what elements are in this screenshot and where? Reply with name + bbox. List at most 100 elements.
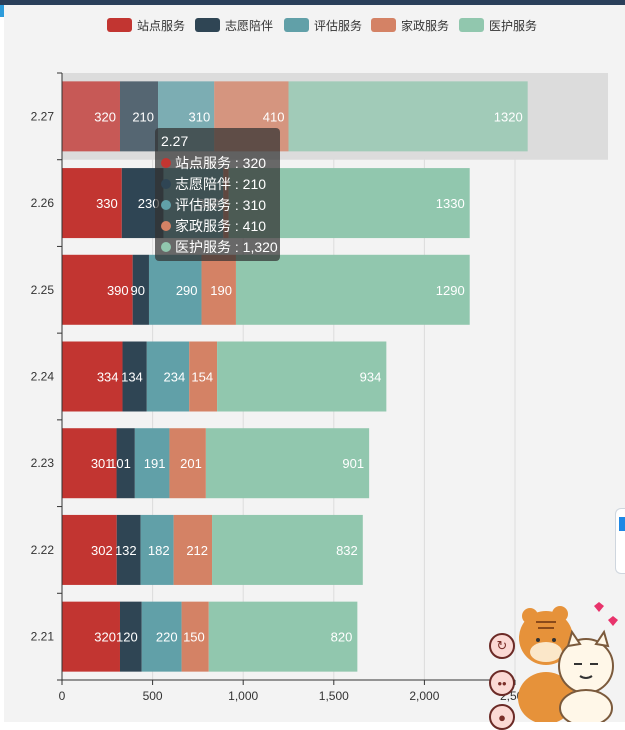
bars [62,81,528,672]
y-tick-label: 2.21 [31,630,55,644]
bar-segment [62,254,133,325]
legend-swatch [371,18,396,32]
bar-value-label: 390 [107,283,129,298]
bar-segment [141,601,182,672]
bar-value-label: 210 [132,109,154,124]
y-tick-label: 2.23 [31,456,55,470]
bar-value-label: 820 [331,630,353,645]
legend-item[interactable]: 评估服务 [284,18,362,33]
bar-segment [217,341,387,412]
bar-value-label: 191 [144,456,166,471]
bar-value-label: 230 [138,196,160,211]
bar-value-label: 410 [263,109,285,124]
bar-value-label: 934 [360,370,382,385]
bar-value-label: 1290 [436,283,465,298]
bar-segment [235,254,470,325]
bar-segment [62,168,122,239]
y-tick-label: 2.22 [31,543,55,557]
tiger-cat-mascot [518,602,618,722]
bar-segment [181,601,209,672]
bar-segment [140,514,174,585]
legend-item[interactable]: 家政服务 [371,18,449,33]
bar-value-label: 330 [96,196,118,211]
legend-label: 评估服务 [314,18,362,33]
bar-value-label: 154 [191,370,213,385]
legend-swatch [195,18,220,32]
x-tick-label: 1,000 [228,689,258,703]
bar-segment [132,254,149,325]
legend-swatch [107,18,132,32]
bar-segment [201,254,236,325]
bar-segment [122,341,147,412]
bar-value-label: 182 [148,543,170,558]
cookie-icon[interactable]: ● [489,704,515,730]
bar-value-label: 302 [91,543,113,558]
bar-segment [173,514,213,585]
tooltip-row: 医护服务 : 1,320 [161,236,278,257]
bar-value-label: 90 [131,283,145,298]
tooltip-dot [161,241,171,252]
bar-segment [134,428,170,499]
tooltip-row-text: 家政服务 : 410 [175,217,267,234]
tooltip-title: 2.27 [161,133,189,149]
bar-value-label: 150 [183,630,205,645]
legend-swatch [459,18,484,32]
bar-segment [62,428,117,499]
tooltip-row: 评估服务 : 310 [161,194,274,215]
bar-segment [212,514,363,585]
x-tick-label: 2,000 [409,689,439,703]
bar-value-label: 234 [163,370,185,385]
y-tick-label: 2.24 [31,370,55,384]
bar-segment [288,81,528,152]
bar-segment [148,254,202,325]
bar-segment [116,514,141,585]
bar-value-label: 320 [94,109,116,124]
y-tick-label: 2.27 [31,109,55,123]
bar-value-label: 310 [189,109,211,124]
refresh-icon[interactable]: ↻ [489,633,515,659]
tooltip-dot [161,178,171,189]
window-left-accent [0,5,4,17]
tooltip-row: 志愿陪伴 : 210 [161,173,274,194]
bar-value-label: 832 [336,543,358,558]
face-icon[interactable]: •• [489,670,515,696]
bar-value-label: 134 [121,370,143,385]
tooltip-dot [161,199,171,210]
bar-value-label: 901 [342,456,364,471]
bar-value-label: 190 [210,283,232,298]
legend-label: 家政服务 [401,18,449,33]
widget-icon [619,517,625,531]
bar-segment [62,601,120,672]
legend-label: 站点服务 [137,18,185,33]
legend-item[interactable]: 医护服务 [459,18,537,33]
bar-value-label: 220 [156,630,178,645]
tooltip-dot [161,157,171,168]
bar-segment [205,428,370,499]
bar-segment [146,341,190,412]
side-feedback-widget[interactable] [615,508,625,574]
tooltip-row-text: 站点服务 : 320 [175,154,267,171]
legend-item[interactable]: 志愿陪伴 [195,18,273,33]
legend-label: 医护服务 [489,18,537,33]
y-tick-label: 2.26 [31,196,55,210]
legend-swatch [284,18,309,32]
x-tick-label: 1,500 [319,689,349,703]
bar-segment [116,428,135,499]
bar-value-label: 290 [176,283,198,298]
bar-segment [169,428,206,499]
bar-value-label: 1320 [494,109,523,124]
bar-value-label: 120 [116,630,138,645]
bar-value-label: 101 [109,456,131,471]
bar-value-label: 301 [91,456,113,471]
bar-value-label: 1330 [436,196,465,211]
bar-segment [62,81,120,152]
legend-item[interactable]: 站点服务 [107,18,185,33]
bar-segment [62,341,123,412]
bar-value-label: 212 [186,543,208,558]
tooltip-row-text: 评估服务 : 310 [175,196,267,213]
x-tick-label: 500 [143,689,163,703]
tooltip-row: 家政服务 : 410 [161,215,274,236]
bar-value-label: 334 [97,370,119,385]
